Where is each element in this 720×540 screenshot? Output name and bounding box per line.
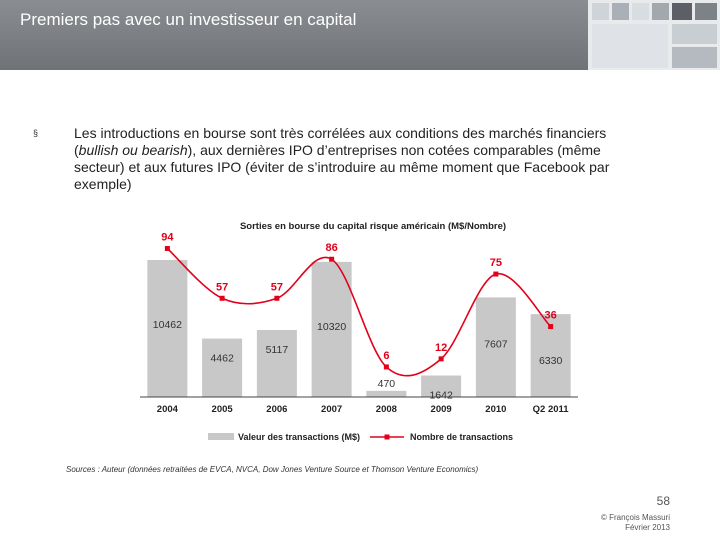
bar-2005 xyxy=(202,338,243,397)
line-value-label: 57 xyxy=(271,281,283,293)
line-value-label: 6 xyxy=(383,350,389,362)
copyright-date: Février 2013 xyxy=(625,523,670,532)
x-tick-label: 2007 xyxy=(321,404,342,415)
line-point xyxy=(548,324,554,330)
legend-bar-label: Valeur des transactions (M$) xyxy=(238,432,360,442)
header-bar: Premiers pas avec un investisseur en cap… xyxy=(0,0,720,70)
legend-bar-swatch xyxy=(208,433,234,440)
line-value-label: 36 xyxy=(545,310,557,322)
line-point xyxy=(329,256,335,262)
line-point xyxy=(383,364,389,370)
slide-title: Premiers pas avec un investisseur en cap… xyxy=(20,10,357,29)
sources-note: Sources : Auteur (données retraitées de … xyxy=(66,465,479,474)
legend-line-marker xyxy=(384,434,390,440)
line-point xyxy=(493,271,499,277)
line-value-label: 94 xyxy=(161,231,174,243)
bar-value-label: 470 xyxy=(378,378,396,390)
x-tick-label: Q2 2011 xyxy=(533,404,570,415)
bar-value-label: 10320 xyxy=(317,321,346,333)
bar-2007 xyxy=(311,261,352,397)
line-point xyxy=(164,245,170,251)
header-photo-collage xyxy=(588,0,720,70)
legend-line-label: Nombre de transactions xyxy=(410,432,513,442)
line-value-label: 86 xyxy=(326,242,338,254)
bullet-text: Les introductions en bourse sont très co… xyxy=(74,125,610,192)
page-number: 58 xyxy=(656,494,670,508)
bar-value-label: 5117 xyxy=(266,344,289,356)
bar-2010 xyxy=(475,297,516,397)
bar-value-label: 6330 xyxy=(539,355,563,367)
x-tick-label: 2006 xyxy=(266,404,287,415)
bar-value-label: 7607 xyxy=(484,338,508,350)
chart-title: Sorties en bourse du capital risque amér… xyxy=(240,221,506,232)
x-tick-label: 2005 xyxy=(212,404,234,415)
line-value-label: 12 xyxy=(435,342,447,354)
x-tick-label: 2010 xyxy=(485,404,506,415)
bar-value-label: 4462 xyxy=(210,353,234,365)
x-tick-label: 2008 xyxy=(376,404,397,415)
bullet-marker: § xyxy=(33,128,39,138)
line-value-label: 57 xyxy=(216,281,228,293)
copyright: © François Massuri Février 2013 xyxy=(601,513,670,533)
x-tick-label: 2009 xyxy=(431,404,452,415)
bar-2004 xyxy=(147,260,188,397)
line-value-label: 75 xyxy=(490,257,502,269)
line-point xyxy=(438,356,444,362)
bar-value-label: 10462 xyxy=(153,319,182,331)
line-point xyxy=(219,295,225,301)
transactions-count-line xyxy=(166,247,552,377)
copyright-line: © François Massuri xyxy=(600,513,670,522)
bar-2006 xyxy=(256,329,297,397)
bar-2009 xyxy=(421,375,462,397)
line-point xyxy=(274,295,280,301)
bar-2008 xyxy=(366,390,407,397)
x-tick-label: 2004 xyxy=(157,404,179,415)
bar-value-label: 1642 xyxy=(429,389,453,401)
